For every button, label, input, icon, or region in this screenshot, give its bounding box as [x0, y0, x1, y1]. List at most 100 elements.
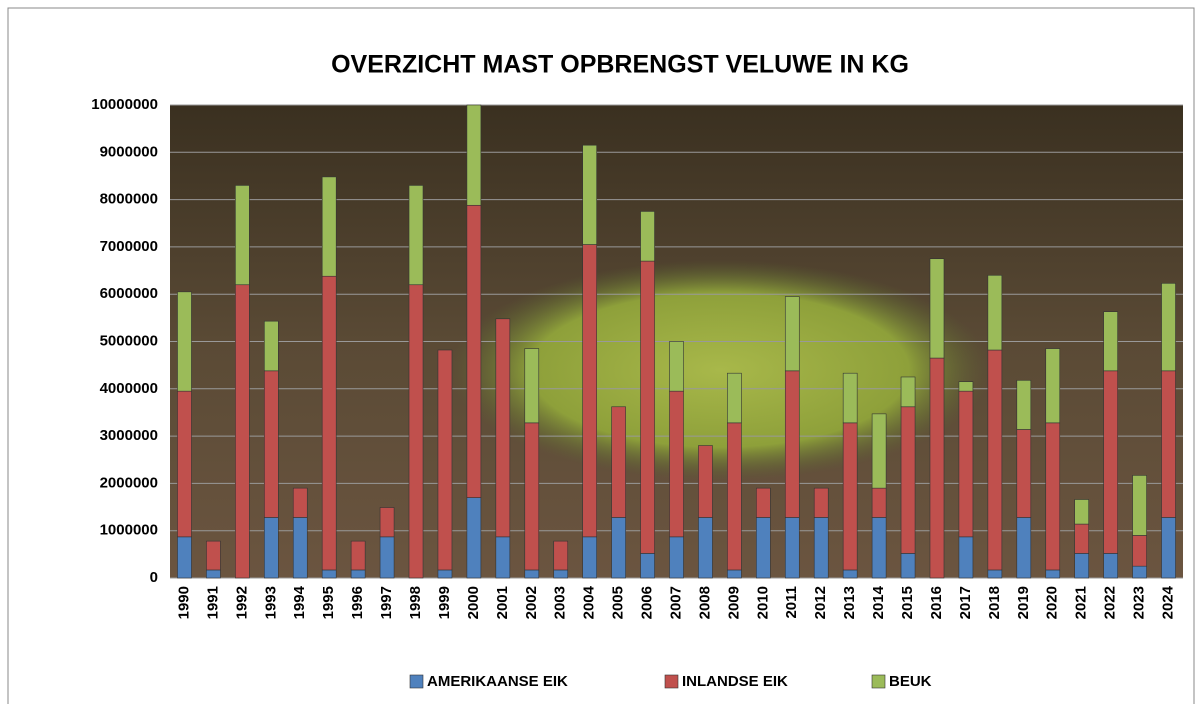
bar-segment [640, 211, 655, 262]
bar-segment [842, 372, 858, 424]
bar-segment [842, 422, 858, 571]
bar-segment [292, 517, 308, 579]
chart-title: OVERZICHT MAST OPBRENGST VELUWE IN KG [331, 51, 909, 79]
bar-segment [611, 517, 626, 579]
bar-segment [871, 517, 887, 579]
x-tick-label: 1991 [204, 586, 221, 619]
bar-segment [669, 390, 684, 538]
x-tick-label: 2000 [465, 586, 482, 619]
bar-segment [206, 540, 221, 571]
y-tick-label: 9000000 [100, 143, 158, 160]
y-tick-label: 6000000 [100, 285, 158, 302]
bar-segment [958, 536, 974, 579]
bar-segment [958, 381, 974, 392]
bar-segment [1103, 311, 1118, 372]
legend-label: BEUK [889, 673, 932, 690]
bar-segment [437, 569, 453, 579]
bar-segment [582, 144, 597, 245]
x-tick-label: 1997 [378, 586, 395, 619]
bar-segment [408, 185, 424, 286]
bar-segment [640, 553, 655, 579]
bar-segment [1132, 535, 1147, 567]
x-tick-label: 1999 [436, 586, 453, 619]
x-tick-label: 1993 [262, 586, 279, 619]
x-tick-label: 2003 [552, 586, 569, 619]
bar-segment [495, 536, 511, 579]
bar-segment [900, 553, 916, 579]
y-tick-label: 3000000 [100, 427, 158, 444]
bar-segment [929, 357, 945, 579]
legend-swatch [664, 674, 679, 689]
x-tick-label: 2022 [1102, 586, 1119, 619]
x-tick-label: 1994 [291, 585, 308, 619]
y-tick-label: 4000000 [100, 380, 158, 397]
bar-segment [235, 185, 250, 286]
x-tick-label: 2004 [581, 585, 598, 619]
bar-segment [582, 244, 597, 538]
bar-segment [524, 422, 540, 571]
bar-segment [177, 536, 192, 579]
y-tick-label: 0 [150, 569, 158, 586]
legend-label: INLANDSE EIK [682, 673, 788, 690]
bar-segment [842, 569, 858, 579]
x-tick-label: 2009 [725, 586, 742, 619]
bar-segment [640, 260, 655, 554]
bar-segment [321, 275, 337, 571]
bar-segment [756, 517, 771, 579]
bar-segment [1045, 422, 1061, 571]
bar-segment [408, 284, 424, 579]
bar-segment [698, 517, 713, 579]
bar-segment [553, 540, 569, 571]
bar-segment [1074, 553, 1089, 579]
bar-segment [582, 536, 597, 579]
bar-segment [235, 284, 250, 579]
bar-segment [379, 536, 395, 579]
bar-segment [1103, 370, 1118, 554]
bar-segment [1161, 370, 1176, 518]
x-tick-label: 2024 [1159, 585, 1176, 619]
bar-segment [784, 517, 800, 579]
bar-segment [987, 274, 1003, 351]
legend-swatch [409, 674, 424, 689]
bar-segment [727, 569, 742, 579]
y-tick-label: 1000000 [100, 522, 158, 539]
bar-segment [292, 487, 308, 518]
bar-segment [813, 517, 829, 579]
y-tick-label: 7000000 [100, 238, 158, 255]
bar-segment [1016, 517, 1032, 579]
bar-segment [495, 318, 511, 538]
x-tick-label: 2007 [667, 586, 684, 619]
bar-segment [871, 487, 887, 518]
x-tick-label: 2023 [1131, 586, 1148, 619]
bar-segment [177, 291, 192, 392]
x-tick-label: 2001 [494, 586, 511, 619]
bar-segment [263, 517, 279, 579]
y-tick-label: 2000000 [100, 474, 158, 491]
bar-segment [466, 497, 482, 579]
y-tick-label: 5000000 [100, 332, 158, 349]
bar-segment [900, 376, 916, 408]
bar-segment [263, 370, 279, 518]
bar-segment [553, 569, 569, 579]
bar-segment [1016, 379, 1032, 430]
bar-segment [698, 445, 713, 518]
bar-segment [321, 569, 337, 579]
x-tick-label: 2012 [812, 586, 829, 619]
x-tick-label: 2006 [639, 586, 656, 619]
bar-segment [437, 349, 453, 571]
bar-segment [1045, 348, 1061, 424]
x-tick-label: 2020 [1044, 586, 1061, 619]
bar-segment [1161, 283, 1176, 372]
bar-segment [1045, 569, 1061, 579]
y-tick-label: 8000000 [100, 191, 158, 208]
legend-label: AMERIKAANSE EIK [427, 673, 568, 690]
x-tick-label: 2008 [696, 586, 713, 619]
bar-segment [524, 569, 540, 579]
bar-segment [987, 349, 1003, 571]
x-tick-label: 2021 [1073, 586, 1090, 619]
bar-segment [321, 176, 337, 277]
bar-segment [987, 569, 1003, 579]
bar-segment [1161, 517, 1176, 579]
bar-segment [466, 104, 482, 206]
